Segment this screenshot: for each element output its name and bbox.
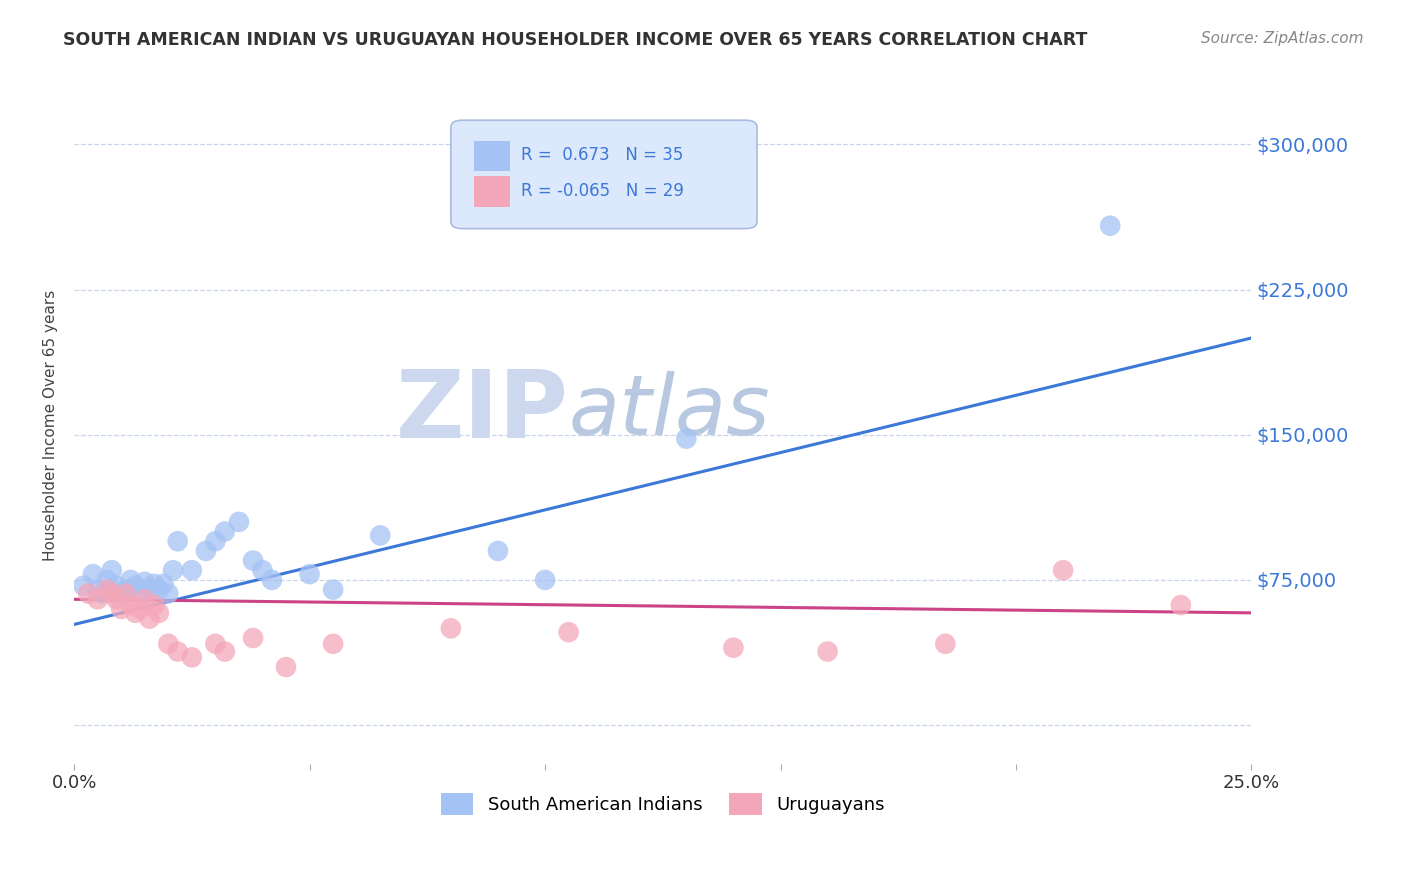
Text: Source: ZipAtlas.com: Source: ZipAtlas.com: [1201, 31, 1364, 46]
Text: R = -0.065   N = 29: R = -0.065 N = 29: [522, 182, 685, 201]
Point: [1099, 219, 1122, 233]
Point: [105, 592, 128, 607]
Point: [129, 602, 152, 616]
Point: [120, 573, 142, 587]
Bar: [474, 141, 510, 171]
Point: [675, 432, 697, 446]
Point: [124, 606, 146, 620]
Point: [124, 579, 146, 593]
Point: [115, 586, 138, 600]
Point: [77, 586, 100, 600]
Point: [180, 563, 202, 577]
Point: [486, 544, 509, 558]
Point: [228, 515, 250, 529]
Point: [166, 534, 188, 549]
Y-axis label: Householder Income Over 65 years: Householder Income Over 65 years: [44, 290, 58, 561]
Text: ZIP: ZIP: [395, 366, 568, 458]
Point: [152, 576, 174, 591]
Point: [138, 612, 160, 626]
Point: [162, 563, 184, 577]
Legend: South American Indians, Uruguayans: South American Indians, Uruguayans: [433, 786, 891, 822]
Point: [368, 528, 391, 542]
Point: [322, 637, 344, 651]
Point: [180, 650, 202, 665]
Point: [143, 576, 166, 591]
Point: [817, 644, 839, 658]
Point: [105, 579, 128, 593]
Point: [120, 598, 142, 612]
Text: atlas: atlas: [568, 371, 770, 452]
Point: [252, 563, 274, 577]
Point: [440, 621, 463, 635]
Point: [194, 544, 217, 558]
Point: [274, 660, 297, 674]
Point: [148, 582, 170, 597]
Point: [148, 606, 170, 620]
Point: [242, 553, 264, 567]
Point: [86, 582, 108, 597]
Point: [134, 574, 156, 589]
Point: [534, 573, 557, 587]
Point: [157, 586, 180, 600]
Point: [204, 534, 226, 549]
FancyBboxPatch shape: [451, 120, 756, 228]
Point: [143, 598, 166, 612]
Point: [96, 582, 118, 597]
Point: [242, 631, 264, 645]
Point: [723, 640, 745, 655]
Point: [100, 586, 122, 600]
Bar: [474, 177, 510, 207]
Point: [166, 644, 188, 658]
Point: [110, 602, 132, 616]
Point: [100, 563, 122, 577]
Point: [72, 579, 94, 593]
Point: [96, 573, 118, 587]
Point: [91, 586, 114, 600]
Point: [934, 637, 956, 651]
Point: [260, 573, 283, 587]
Point: [204, 637, 226, 651]
Point: [138, 582, 160, 597]
Point: [1170, 598, 1192, 612]
Point: [115, 582, 138, 597]
Point: [1052, 563, 1074, 577]
Point: [82, 567, 104, 582]
Point: [86, 592, 108, 607]
Point: [134, 592, 156, 607]
Text: R =  0.673   N = 35: R = 0.673 N = 35: [522, 146, 683, 164]
Text: SOUTH AMERICAN INDIAN VS URUGUAYAN HOUSEHOLDER INCOME OVER 65 YEARS CORRELATION : SOUTH AMERICAN INDIAN VS URUGUAYAN HOUSE…: [63, 31, 1088, 49]
Point: [557, 625, 579, 640]
Point: [298, 567, 321, 582]
Point: [157, 637, 180, 651]
Point: [322, 582, 344, 597]
Point: [110, 586, 132, 600]
Point: [214, 524, 236, 539]
Point: [129, 586, 152, 600]
Point: [214, 644, 236, 658]
